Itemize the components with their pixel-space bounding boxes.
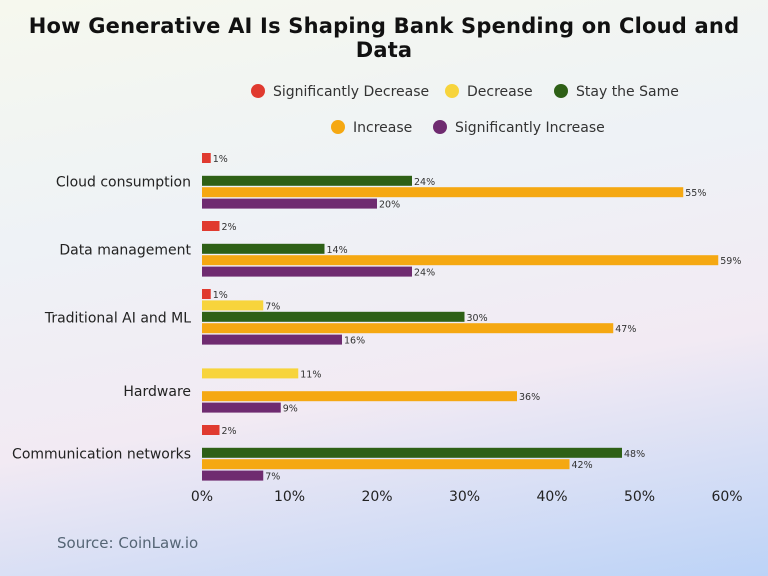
legend-item-decrease: Decrease (445, 84, 533, 100)
legend-label: Significantly Decrease (273, 84, 429, 100)
bar-cloud-consumption-significantly-increase (202, 198, 377, 209)
bar-cloud-consumption-stay-the-same (202, 175, 412, 186)
legend-swatch (251, 84, 265, 98)
data-label: 59% (720, 256, 741, 267)
source-label: Source: CoinLaw.io (57, 534, 199, 552)
x-tick-label: 60% (711, 489, 742, 505)
x-tick-label: 50% (624, 489, 655, 505)
bar-hardware-decrease (202, 368, 299, 379)
data-label: 16% (344, 336, 365, 347)
legend-swatch (445, 84, 459, 98)
bar-chart: Significantly Decrease Decrease Stay the S… (12, 84, 743, 505)
x-tick-label: 20% (361, 489, 392, 505)
legend-item-increase: Increase (331, 120, 412, 136)
legend-label: Significantly Increase (455, 120, 605, 136)
legend-item-significantly-decrease: Significantly Decrease (251, 84, 429, 100)
category-label-communication-networks: Communication networks (12, 447, 191, 463)
data-label: 11% (300, 369, 321, 380)
data-label: 14% (327, 245, 348, 256)
bar-data-management-significantly-decrease (202, 221, 220, 231)
data-label: 42% (572, 460, 593, 471)
bar-cloud-consumption-increase (202, 187, 684, 198)
bar-traditional-ai-and-ml-significantly-increase (202, 334, 342, 345)
bar-hardware-increase (202, 391, 517, 402)
data-label: 1% (213, 290, 228, 301)
data-label: 7% (265, 472, 280, 483)
x-tick-label: 30% (449, 489, 480, 505)
bar-traditional-ai-and-ml-significantly-decrease (202, 289, 211, 299)
bar-data-management-stay-the-same (202, 243, 325, 254)
bar-hardware-significantly-increase (202, 402, 281, 413)
data-label: 7% (265, 301, 280, 312)
legend-label: Stay the Same (576, 84, 679, 100)
bar-traditional-ai-and-ml-stay-the-same (202, 311, 465, 322)
data-label: 2% (222, 426, 237, 437)
data-label: 20% (379, 200, 400, 211)
legend-item-stay-the-same: Stay the Same (554, 84, 679, 100)
category-label-traditional-ai-and-ml: Traditional AI and ML (44, 311, 191, 327)
bar-cloud-consumption-significantly-decrease (202, 153, 211, 163)
bar-data-management-increase (202, 255, 719, 266)
bar-communication-networks-significantly-decrease (202, 425, 220, 435)
legend-swatch (331, 120, 345, 134)
category-label-data-management: Data management (59, 243, 191, 259)
bar-communication-networks-significantly-increase (202, 470, 264, 481)
bar-communication-networks-stay-the-same (202, 447, 622, 458)
legend-item-significantly-increase: Significantly Increase (433, 120, 605, 136)
chart-title: How Generative AI Is Shaping Bank Spendi… (28, 14, 740, 62)
data-label: 1% (213, 154, 228, 165)
bar-traditional-ai-and-ml-decrease (202, 300, 264, 311)
category-label-cloud-consumption: Cloud consumption (56, 175, 191, 191)
x-tick-label: 0% (191, 489, 213, 505)
data-label: 9% (283, 404, 298, 415)
category-label-hardware: Hardware (123, 384, 191, 400)
bar-communication-networks-increase (202, 459, 570, 470)
data-label: 48% (624, 449, 645, 460)
legend-swatch (433, 120, 447, 134)
bar-traditional-ai-and-ml-increase (202, 323, 614, 334)
data-label: 24% (414, 268, 435, 279)
legend-label: Decrease (467, 84, 533, 100)
data-label: 55% (685, 188, 706, 199)
x-tick-label: 40% (536, 489, 567, 505)
bar-data-management-significantly-increase (202, 266, 412, 277)
x-tick-label: 10% (274, 489, 305, 505)
data-label: 24% (414, 177, 435, 188)
legend-label: Increase (353, 120, 412, 136)
data-label: 47% (615, 324, 636, 335)
data-label: 2% (222, 222, 237, 233)
data-label: 30% (467, 313, 488, 324)
data-label: 36% (519, 392, 540, 403)
legend-swatch (554, 84, 568, 98)
